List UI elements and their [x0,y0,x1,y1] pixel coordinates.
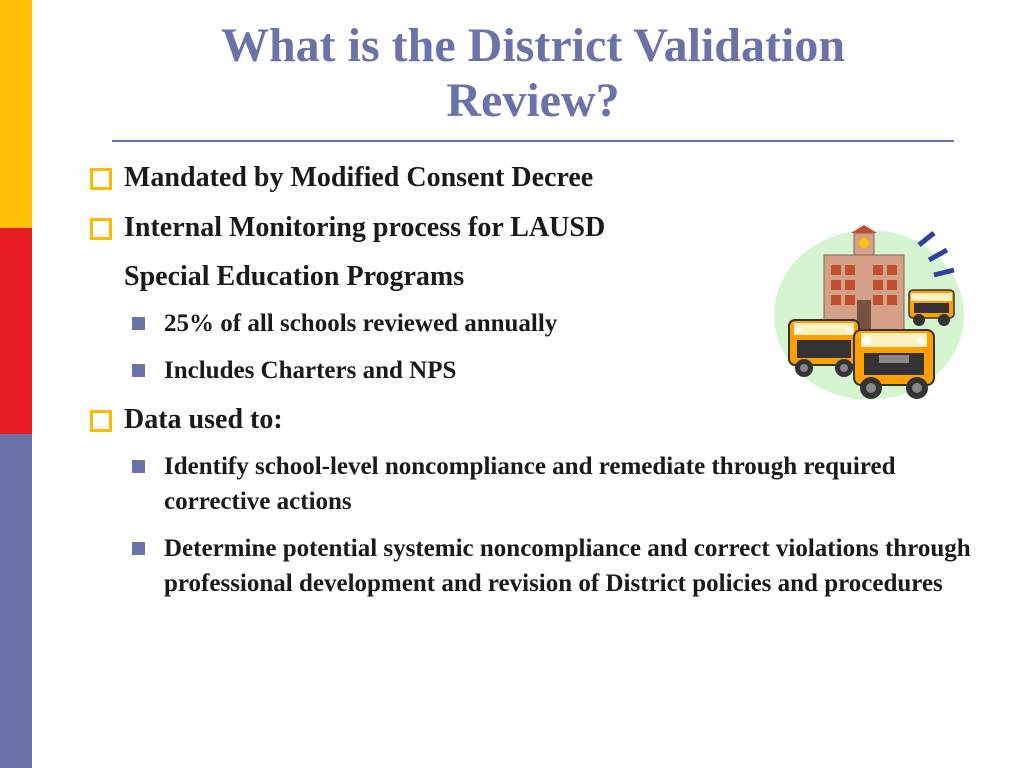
school-buses-icon [769,225,969,405]
sidebar-segment-yellow [0,0,32,228]
slide-content: What is the District Validation Review? … [32,0,1024,768]
sub-bullet-item: Identify school-level noncompliance and … [132,449,994,519]
bullet-item: Mandated by Modified Consent Decree [90,158,994,197]
color-sidebar [0,0,32,768]
slide-title: What is the District Validation Review? [72,0,994,140]
sidebar-segment-purple [0,434,32,768]
sidebar-segment-red [0,228,32,434]
bullet-item: Data used to: [90,400,994,439]
title-divider [112,140,954,142]
sub-bullet-item: Determine potential systemic noncomplian… [132,531,994,601]
sub-bullets: Identify school-level noncompliance and … [90,449,994,601]
